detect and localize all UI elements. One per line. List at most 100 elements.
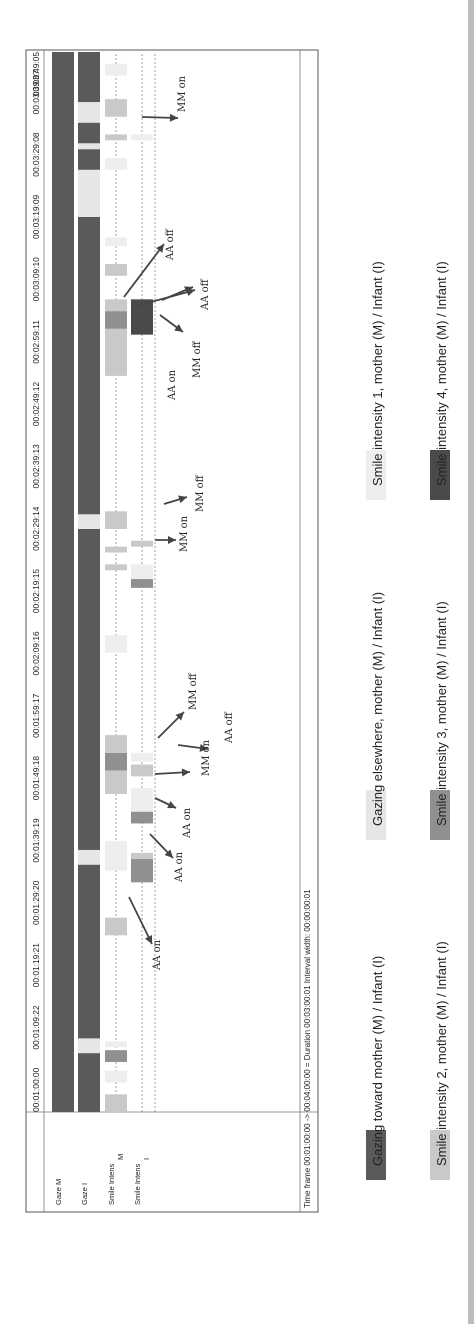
annotation-label-8: AA on [167, 369, 178, 401]
segment-r2-19 [105, 134, 127, 141]
tick-label-11: 00:02:49:12 [31, 382, 41, 427]
segment-r3-8 [131, 540, 153, 547]
legend-swatch-2 [366, 790, 386, 840]
tick-label-16: 00:03:39:07 [31, 70, 41, 115]
tick-label-2: 00:01:19:21 [31, 943, 41, 988]
segment-r2-11 [105, 546, 127, 553]
annotation-label-6: MM on [179, 515, 190, 552]
annotation-label-10: AA off [165, 228, 176, 261]
segment-r2-1 [105, 1070, 127, 1083]
legend-label-1: Smile intensity 2, mother (M) / Infant (… [434, 941, 449, 1166]
segment-r2-4 [105, 917, 127, 936]
chart-frame [25, 49, 319, 1213]
segment-r3-10 [131, 134, 153, 141]
footer-text: Time frame 00:01:00:00 -> 00:04:00:00 = … [303, 889, 312, 1208]
row-label-2: Smile Intens [107, 1163, 116, 1205]
legend: Gazing toward mother (M) / Infant (I) Smi… [366, 261, 450, 1180]
tick-label-8: 00:02:19:15 [31, 569, 41, 614]
segment-r3-6 [131, 579, 153, 588]
annotation-arrow-11 [139, 289, 196, 306]
annotation-label-1: AA on [174, 851, 185, 883]
annotation-label-7: MM off [195, 474, 206, 512]
annotation-arrowhead-11 [186, 288, 195, 296]
segment-r1-1 [78, 1038, 100, 1054]
tick-label-6: 00:01:59:17 [31, 693, 41, 738]
legend-swatch-5 [430, 450, 450, 500]
legend-label-4: Smile intensity 1, mother (M) / Infant (… [370, 261, 385, 486]
annotation-arrowhead-0 [144, 935, 153, 944]
annotation-arrowhead-8 [174, 324, 183, 332]
timeline-rows [52, 52, 153, 1112]
segment-r2-6 [105, 770, 127, 794]
segment-r2-21 [105, 63, 127, 76]
right-grey-border [468, 0, 474, 1324]
annotation-arrowhead-10 [155, 244, 164, 253]
annotation-arrowhead-1 [164, 849, 173, 858]
row-label-2-line2: M [116, 1154, 125, 1160]
segment-r1-10 [78, 122, 100, 144]
segment-r3-1 [131, 852, 153, 859]
segment-r2-12 [105, 511, 127, 529]
tick-label-10: 00:02:39:13 [31, 444, 41, 489]
legend-swatch-0 [366, 1130, 386, 1180]
segment-r2-7 [105, 752, 127, 771]
row-label-1: Gaze I [80, 1183, 89, 1205]
tick-label-17: 00:03:49:05 [31, 52, 41, 97]
segment-r2-0 [105, 1094, 127, 1112]
segment-r3-7 [131, 564, 153, 580]
segment-r3-5 [131, 752, 153, 762]
annotation-label-5: MM off [188, 672, 199, 710]
segment-r3-3 [131, 788, 153, 812]
legend-label-0: Gazing toward mother (M) / Infant (I) [370, 956, 385, 1166]
annotation-label-11: AA off [200, 278, 211, 311]
tick-label-5: 00:01:49:18 [31, 756, 41, 801]
annotation-arrowhead-2 [167, 800, 176, 809]
annotation-labels: AA on AA on AA on MM on AA off MM off MM on MM … [152, 75, 235, 971]
segment-r2-17 [105, 237, 127, 247]
segment-r1-11 [78, 102, 100, 123]
tick-label-9: 00:02:29:14 [31, 506, 41, 551]
segment-r3-4 [131, 764, 153, 777]
segment-r2-16 [105, 264, 127, 276]
segment-r2-10 [105, 564, 127, 571]
annotation-arrows [123, 113, 209, 945]
tick-label-14: 00:03:19:09 [31, 194, 41, 239]
tick-label-0: 00:01:00:00 [31, 1067, 41, 1112]
annotation-arrowhead-12 [169, 113, 178, 122]
annotation-arrowhead-3 [181, 768, 190, 777]
annotation-label-0: AA on [152, 939, 163, 971]
segment-r0-0 [52, 52, 74, 1112]
legend-label-3: Smile intensity 3, mother (M) / Infant (… [434, 601, 449, 826]
tick-label-15: 00:03:29:08 [31, 132, 41, 177]
annotation-arrow-10 [123, 243, 165, 298]
tick-label-1: 00:01:09:22 [31, 1005, 41, 1050]
segment-r1-6 [78, 216, 100, 515]
annotation-arrowhead-5 [175, 712, 184, 721]
segment-r1-4 [78, 529, 100, 850]
segment-r1-12 [78, 52, 100, 103]
segment-r3-9 [131, 299, 153, 335]
segment-r2-14 [105, 311, 127, 329]
segment-r2-3 [105, 1041, 127, 1048]
segment-r1-5 [78, 514, 100, 529]
tick-label-13: 00:03:09:10 [31, 257, 41, 302]
tick-label-12: 00:02:59:11 [31, 320, 41, 364]
annotation-arrow-0 [128, 896, 153, 945]
row-label-3-line2: I [142, 1158, 151, 1160]
segment-r1-2 [78, 864, 100, 1039]
annotation-arrowhead-6 [168, 536, 176, 544]
segment-r3-2 [131, 811, 153, 824]
tick-label-3: 00:01:29:20 [31, 880, 41, 925]
legend-label-2: Gazing elsewhere, mother (M) / Infant (I… [370, 592, 385, 826]
segment-r2-8 [105, 735, 127, 753]
annotation-label-4: AA off [224, 711, 235, 744]
annotation-label-12: MM on [177, 75, 188, 112]
segment-r1-7 [78, 169, 100, 217]
row-label-0: Gaze M [54, 1179, 63, 1205]
segment-r1-0 [78, 1053, 100, 1112]
annotation-label-2: AA on [182, 807, 193, 839]
annotation-arrowhead-4 [199, 743, 208, 752]
